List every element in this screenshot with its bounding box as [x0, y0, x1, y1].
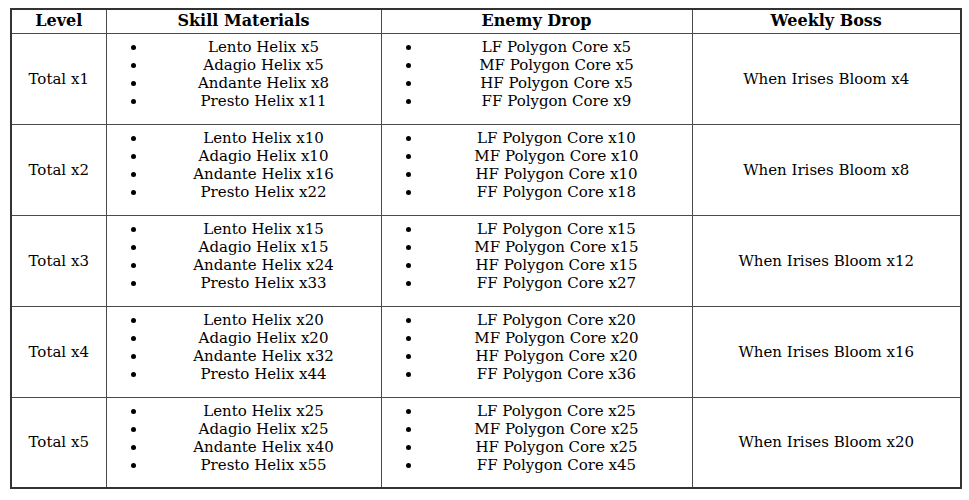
level-cell: Total x2: [11, 124, 106, 215]
material-item: Lento Helix x10: [147, 129, 381, 147]
enemy-drop-list: LF Polygon Core x25MF Polygon Core x25HF…: [382, 402, 692, 474]
enemy-drop-list: LF Polygon Core x20MF Polygon Core x20HF…: [382, 311, 692, 383]
skill-materials-cell: Lento Helix x10Adagio Helix x10Andante H…: [106, 124, 381, 215]
material-item: Adagio Helix x25: [147, 420, 381, 438]
material-item: FF Polygon Core x9: [422, 92, 692, 110]
material-item: HF Polygon Core x20: [422, 347, 692, 365]
material-item: Presto Helix x11: [147, 92, 381, 110]
material-item: Andante Helix x24: [147, 256, 381, 274]
material-item: Presto Helix x33: [147, 274, 381, 292]
header-row: Level Skill Materials Enemy Drop Weekly …: [11, 9, 961, 33]
material-item: MF Polygon Core x15: [422, 238, 692, 256]
table-body: Total x1Lento Helix x5Adagio Helix x5And…: [11, 33, 961, 488]
table-row: Total x3Lento Helix x15Adagio Helix x15A…: [11, 215, 961, 306]
skill-materials-list: Lento Helix x20Adagio Helix x20Andante H…: [107, 311, 381, 383]
material-item: Lento Helix x5: [147, 38, 381, 56]
skill-materials-cell: Lento Helix x15Adagio Helix x15Andante H…: [106, 215, 381, 306]
material-item: Presto Helix x44: [147, 365, 381, 383]
page: Level Skill Materials Enemy Drop Weekly …: [0, 0, 969, 500]
enemy-drop-cell: LF Polygon Core x10MF Polygon Core x10HF…: [381, 124, 692, 215]
enemy-drop-list: LF Polygon Core x10MF Polygon Core x10HF…: [382, 129, 692, 201]
enemy-drop-list: LF Polygon Core x15MF Polygon Core x15HF…: [382, 220, 692, 292]
material-item: LF Polygon Core x5: [422, 38, 692, 56]
level-cell: Total x1: [11, 33, 106, 124]
enemy-drop-cell: LF Polygon Core x15MF Polygon Core x15HF…: [381, 215, 692, 306]
enemy-drop-list: LF Polygon Core x5MF Polygon Core x5HF P…: [382, 38, 692, 110]
skill-materials-list: Lento Helix x15Adagio Helix x15Andante H…: [107, 220, 381, 292]
material-item: MF Polygon Core x10: [422, 147, 692, 165]
table-row: Total x2Lento Helix x10Adagio Helix x10A…: [11, 124, 961, 215]
col-header-skill-materials: Skill Materials: [106, 9, 381, 33]
material-item: Andante Helix x16: [147, 165, 381, 183]
material-item: Lento Helix x25: [147, 402, 381, 420]
skill-materials-list: Lento Helix x5Adagio Helix x5Andante Hel…: [107, 38, 381, 110]
level-cell: Total x4: [11, 306, 106, 397]
material-item: FF Polygon Core x45: [422, 456, 692, 474]
table-row: Total x4Lento Helix x20Adagio Helix x20A…: [11, 306, 961, 397]
skill-materials-cell: Lento Helix x20Adagio Helix x20Andante H…: [106, 306, 381, 397]
material-item: MF Polygon Core x5: [422, 56, 692, 74]
weekly-boss-cell: When Irises Bloom x16: [692, 306, 961, 397]
weekly-boss-cell: When Irises Bloom x8: [692, 124, 961, 215]
material-item: MF Polygon Core x25: [422, 420, 692, 438]
material-item: Adagio Helix x15: [147, 238, 381, 256]
enemy-drop-cell: LF Polygon Core x20MF Polygon Core x20HF…: [381, 306, 692, 397]
table-row: Total x5Lento Helix x25Adagio Helix x25A…: [11, 397, 961, 488]
material-item: Adagio Helix x5: [147, 56, 381, 74]
table-row: Total x1Lento Helix x5Adagio Helix x5And…: [11, 33, 961, 124]
material-item: FF Polygon Core x36: [422, 365, 692, 383]
material-item: Lento Helix x20: [147, 311, 381, 329]
material-item: LF Polygon Core x15: [422, 220, 692, 238]
col-header-weekly-boss: Weekly Boss: [692, 9, 961, 33]
enemy-drop-cell: LF Polygon Core x5MF Polygon Core x5HF P…: [381, 33, 692, 124]
weekly-boss-cell: When Irises Bloom x12: [692, 215, 961, 306]
material-item: Presto Helix x55: [147, 456, 381, 474]
skill-materials-list: Lento Helix x10Adagio Helix x10Andante H…: [107, 129, 381, 201]
material-item: Andante Helix x32: [147, 347, 381, 365]
col-header-enemy-drop: Enemy Drop: [381, 9, 692, 33]
material-item: Adagio Helix x20: [147, 329, 381, 347]
material-item: HF Polygon Core x25: [422, 438, 692, 456]
material-item: MF Polygon Core x20: [422, 329, 692, 347]
material-item: Presto Helix x22: [147, 183, 381, 201]
level-cell: Total x5: [11, 397, 106, 488]
material-item: FF Polygon Core x27: [422, 274, 692, 292]
material-item: Adagio Helix x10: [147, 147, 381, 165]
material-item: FF Polygon Core x18: [422, 183, 692, 201]
material-item: HF Polygon Core x5: [422, 74, 692, 92]
weekly-boss-cell: When Irises Bloom x20: [692, 397, 961, 488]
weekly-boss-cell: When Irises Bloom x4: [692, 33, 961, 124]
upgrade-materials-table: Level Skill Materials Enemy Drop Weekly …: [10, 8, 962, 489]
material-item: LF Polygon Core x25: [422, 402, 692, 420]
skill-materials-cell: Lento Helix x25Adagio Helix x25Andante H…: [106, 397, 381, 488]
material-item: Andante Helix x8: [147, 74, 381, 92]
material-item: Lento Helix x15: [147, 220, 381, 238]
level-cell: Total x3: [11, 215, 106, 306]
material-item: HF Polygon Core x10: [422, 165, 692, 183]
material-item: LF Polygon Core x20: [422, 311, 692, 329]
material-item: LF Polygon Core x10: [422, 129, 692, 147]
enemy-drop-cell: LF Polygon Core x25MF Polygon Core x25HF…: [381, 397, 692, 488]
skill-materials-cell: Lento Helix x5Adagio Helix x5Andante Hel…: [106, 33, 381, 124]
material-item: HF Polygon Core x15: [422, 256, 692, 274]
material-item: Andante Helix x40: [147, 438, 381, 456]
col-header-level: Level: [11, 9, 106, 33]
skill-materials-list: Lento Helix x25Adagio Helix x25Andante H…: [107, 402, 381, 474]
